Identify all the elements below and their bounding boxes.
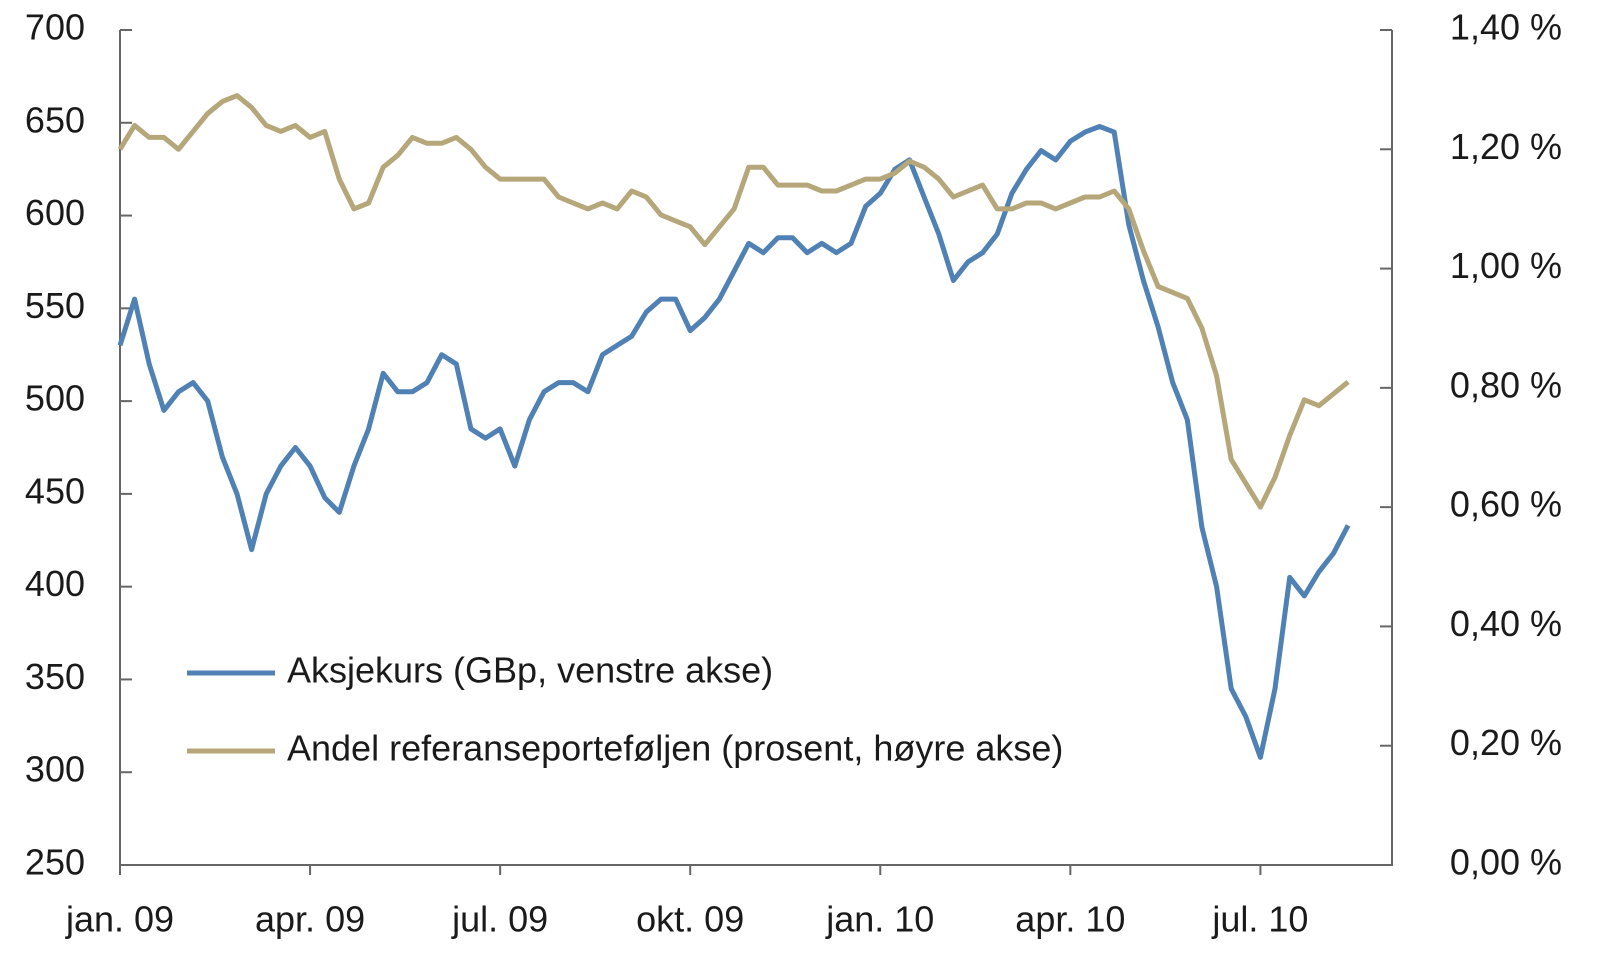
y-tick-label: 650 bbox=[25, 99, 85, 140]
y-tick-label: 450 bbox=[25, 470, 85, 511]
x-tick-label: okt. 09 bbox=[636, 899, 744, 940]
y2-tick-label: 1,40 % bbox=[1450, 7, 1562, 48]
y-tick-label: 600 bbox=[25, 192, 85, 233]
x-tick-label: jan. 10 bbox=[825, 899, 934, 940]
y2-tick-label: 0,80 % bbox=[1450, 364, 1562, 405]
y-tick-label: 550 bbox=[25, 285, 85, 326]
axes bbox=[119, 30, 1393, 866]
x-tick-label: apr. 09 bbox=[255, 899, 365, 940]
x-tick-label: jul. 09 bbox=[451, 899, 548, 940]
y2-tick-label: 0,20 % bbox=[1450, 722, 1562, 763]
legend-label: Andel referanseporteføljen (prosent, høy… bbox=[287, 728, 1063, 769]
y-tick-label: 350 bbox=[25, 656, 85, 697]
x-tick-label: jan. 09 bbox=[65, 899, 174, 940]
y2-tick-label: 0,40 % bbox=[1450, 603, 1562, 644]
y2-tick-label: 1,20 % bbox=[1450, 126, 1562, 167]
y-tick-label: 500 bbox=[25, 378, 85, 419]
y-tick-label: 700 bbox=[25, 7, 85, 48]
y2-tick-label: 1,00 % bbox=[1450, 245, 1562, 286]
x-tick-label: jul. 10 bbox=[1211, 899, 1308, 940]
legend-label: Aksjekurs (GBp, venstre akse) bbox=[287, 650, 773, 691]
y2-tick-label: 0,60 % bbox=[1450, 484, 1562, 525]
y2-tick-label: 0,00 % bbox=[1450, 842, 1562, 883]
y-tick-label: 400 bbox=[25, 563, 85, 604]
series-line bbox=[117, 93, 1350, 510]
series-line bbox=[117, 124, 1351, 760]
y-tick-label: 250 bbox=[25, 842, 85, 883]
y-tick-label: 300 bbox=[25, 749, 85, 790]
x-tick-label: apr. 10 bbox=[1015, 899, 1125, 940]
